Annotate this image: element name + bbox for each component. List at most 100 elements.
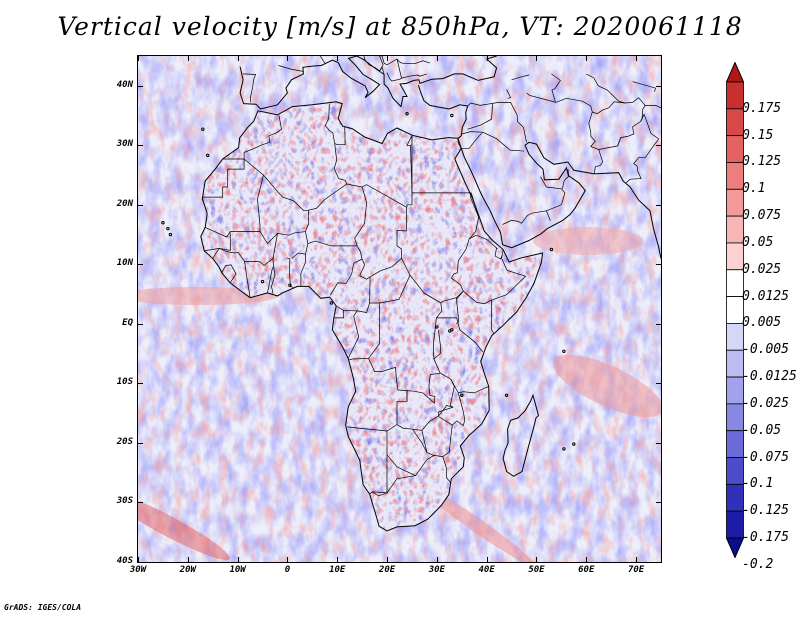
colorbar-level-label: -0.05	[742, 422, 782, 438]
lon-tick	[586, 56, 588, 61]
island-marker	[201, 127, 205, 131]
lon-tick	[486, 557, 488, 562]
colorbar-swatch	[726, 269, 744, 297]
lat-tick	[656, 264, 661, 266]
ocean-red-bands	[138, 227, 661, 562]
lat-tick-label: 40N	[116, 79, 133, 90]
colorbar-swatch	[726, 108, 744, 137]
lon-tick	[187, 557, 189, 562]
border-line	[461, 131, 483, 149]
lat-tick	[138, 85, 143, 87]
colorbar-swatch	[726, 242, 744, 271]
border-line	[502, 210, 547, 225]
lat-tick	[656, 442, 661, 444]
border-line	[244, 261, 251, 298]
lat-tick	[656, 204, 661, 206]
border-line	[259, 210, 310, 245]
lon-tick	[586, 557, 588, 562]
lon-tick-label: 0	[284, 565, 291, 575]
border-line	[334, 126, 346, 146]
colorbar-swatch	[726, 430, 744, 458]
border-line	[333, 143, 348, 185]
border-line	[212, 248, 220, 259]
colorbar-swatch	[726, 162, 744, 190]
border-line	[202, 159, 245, 198]
border-line	[386, 72, 428, 82]
colorbar-level-label: -0.2	[742, 556, 774, 572]
island-marker	[168, 232, 173, 237]
lat-tick	[656, 323, 661, 325]
lon-tick	[636, 557, 638, 562]
lon-tick	[337, 557, 339, 562]
border-line	[442, 456, 452, 484]
lon-tick	[337, 56, 339, 61]
border-line	[526, 92, 604, 174]
lon-tick	[138, 56, 139, 61]
lon-tick-label: 10E	[329, 565, 346, 575]
lon-tick	[636, 56, 638, 61]
island-marker	[460, 393, 464, 397]
lon-tick-label: 20E	[378, 565, 396, 575]
border-line	[436, 317, 483, 353]
border-line	[438, 404, 453, 417]
colorbar-swatch	[726, 376, 744, 405]
colorbar-swatch	[726, 323, 744, 351]
island-marker	[405, 112, 409, 116]
chart-title: Vertical velocity [m/s] at 850hPa, VT: 2…	[57, 12, 743, 41]
lon-tick	[486, 56, 488, 61]
lat-tick	[138, 562, 143, 563]
colorbar-swatch	[726, 403, 744, 432]
island-marker	[448, 329, 452, 333]
colorbar-level-label: 0.0125	[742, 288, 789, 304]
colorbar-level-label: 0.005	[742, 315, 782, 331]
border-line	[271, 233, 278, 294]
border-line	[329, 245, 363, 296]
lon-tick	[387, 557, 389, 562]
island-marker	[329, 301, 334, 305]
lat-tick-label: 10N	[116, 258, 133, 269]
lat-tick-label: 10S	[116, 377, 133, 388]
island-marker	[450, 113, 454, 118]
border-line	[551, 73, 561, 102]
island-marker	[260, 279, 265, 284]
lat-tick	[138, 264, 143, 266]
colorbar-swatch	[726, 188, 744, 217]
colorbar-level-label: 0.025	[742, 261, 782, 277]
lat-tick	[138, 204, 143, 206]
border-line	[467, 102, 493, 130]
border-line	[406, 135, 413, 193]
lon-tick	[138, 557, 139, 562]
lat-tick-label: 30N	[116, 139, 133, 150]
colorbar-swatch	[726, 457, 744, 485]
island-marker	[504, 393, 509, 397]
island-marker	[161, 221, 165, 225]
lon-tick-label: 40E	[478, 565, 495, 575]
border-line	[617, 137, 622, 147]
border-line	[452, 392, 466, 427]
colorbar-swatch	[726, 510, 744, 539]
island-marker	[206, 153, 210, 158]
lon-tick	[436, 557, 438, 562]
colorbar-max-arrow	[726, 62, 744, 83]
border-line	[511, 74, 530, 81]
border-line	[347, 302, 370, 359]
lat-tick	[138, 502, 143, 504]
colorbar-level-label: -0.1	[742, 476, 774, 492]
lat-tick	[656, 562, 661, 563]
lon-tick	[287, 557, 289, 562]
border-line	[278, 65, 304, 72]
colorbar-level-label: 0.175	[742, 100, 782, 116]
border-line	[625, 113, 659, 184]
border-line	[456, 290, 495, 335]
lon-tick	[387, 56, 389, 61]
lon-tick	[536, 56, 538, 61]
lat-tick	[138, 383, 143, 385]
border-line	[461, 131, 525, 152]
colorbar-level-label: 0.15	[742, 127, 774, 143]
lat-tick-label: 20S	[116, 436, 133, 447]
border-line	[204, 231, 231, 252]
island-marker	[572, 442, 576, 446]
border-line	[320, 56, 326, 64]
colorbar-level-label: 0.1	[742, 181, 766, 197]
lon-tick-label: 30W	[129, 565, 147, 575]
